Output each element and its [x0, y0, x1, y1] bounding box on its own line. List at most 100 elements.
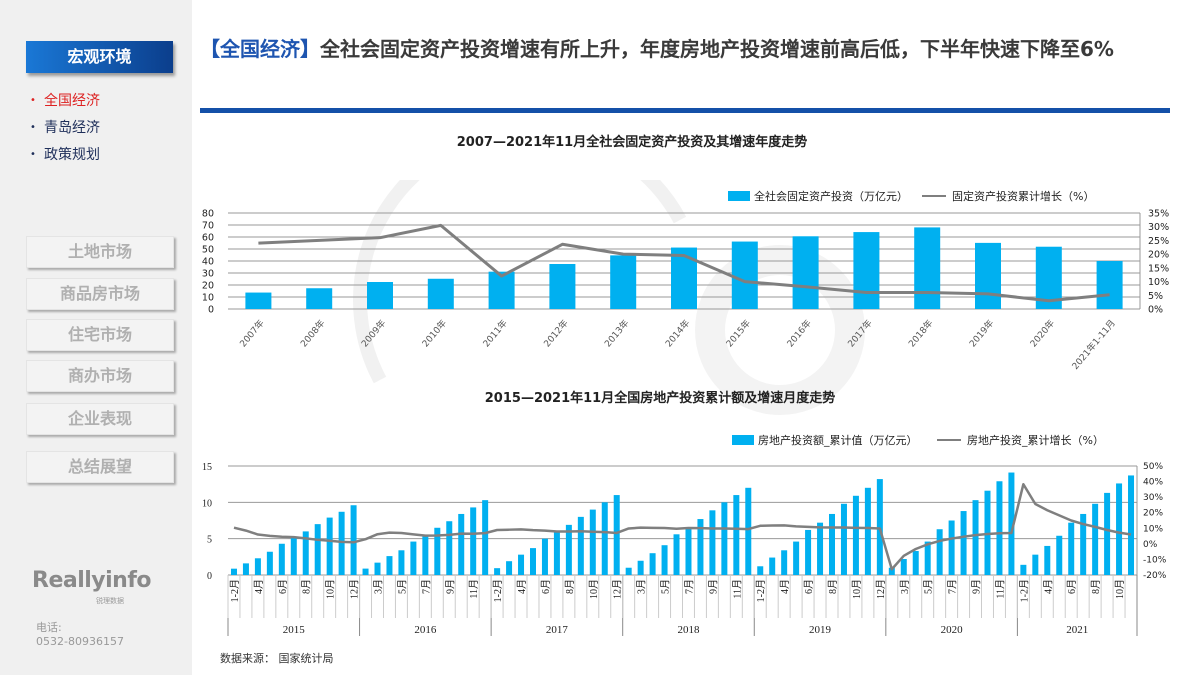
chart2-year-label: 2020: [941, 624, 964, 636]
chart2-month-label: 11月: [731, 579, 743, 599]
chart2-bar: [386, 556, 393, 575]
chart2-bar: [625, 567, 632, 575]
chart2-month-label: 10月: [588, 579, 600, 599]
chart2-bar: [254, 558, 261, 575]
chart1-y2tick: 10%: [1148, 277, 1169, 288]
chart2-bar: [864, 487, 871, 575]
sub-item-qingdao-economy[interactable]: 青岛经济: [30, 119, 100, 137]
chart1-xtick: 2014年: [663, 317, 693, 349]
chart2-month-label: 6月: [1066, 579, 1078, 594]
chart2-bar: [1044, 545, 1051, 575]
chart2-month-label: 12月: [612, 579, 624, 599]
chart2-bar: [314, 524, 321, 575]
legend-bar-swatch: [732, 435, 754, 445]
nav-commercial-office[interactable]: 商办市场: [26, 360, 174, 392]
chart1-bar: [549, 264, 576, 309]
chart2-bar: [948, 520, 955, 575]
chart1-ytick: 0: [208, 305, 214, 316]
chart2-month-label: 11月: [994, 579, 1006, 599]
chart2-bar: [793, 541, 800, 575]
chart2-bar: [817, 522, 824, 575]
chart2-y2tick: 30%: [1143, 493, 1163, 503]
chart1-title: 2007—2021年11月全社会固定资产投资及其增速年度走势: [457, 134, 807, 150]
nav-section-macro[interactable]: 宏观环境: [26, 41, 173, 73]
chart2-month-label: 4月: [1042, 579, 1054, 594]
chart2-month-label: 8月: [564, 579, 576, 594]
chart2-ytick: 0: [207, 571, 212, 582]
nav-enterprise[interactable]: 企业表现: [26, 403, 174, 435]
chart1-xtick: 2021年1-11月: [1069, 317, 1118, 372]
chart2-month-label: 12月: [349, 579, 361, 599]
chart1-ytick: 80: [202, 209, 214, 220]
chart2-ytick: 10: [202, 498, 212, 509]
chart1-y2tick: 0%: [1148, 305, 1163, 316]
chart2-bar: [924, 541, 931, 575]
chart2-month-label: 3月: [899, 579, 911, 594]
chart2-year-label: 2017: [546, 624, 569, 636]
chart2-growth-line: [233, 482, 1132, 571]
chart2-bar: [326, 517, 333, 575]
chart1-xtick: 2009年: [359, 317, 389, 349]
nav-residential[interactable]: 住宅市场: [26, 319, 174, 351]
sub-item-policy[interactable]: 政策规划: [30, 146, 100, 164]
nav-commodity-housing[interactable]: 商品房市场: [26, 278, 174, 310]
chart2-bar: [960, 511, 967, 575]
chart2-bar: [565, 524, 572, 575]
chart2-bar: [661, 545, 668, 575]
nav-land-market[interactable]: 土地市场: [26, 236, 174, 268]
chart1-bar: [367, 282, 393, 309]
chart1-bar: [488, 271, 515, 309]
phone-label: 电话:: [36, 621, 62, 634]
sub-item-national-economy[interactable]: 全国经济: [30, 92, 100, 110]
chart2-month-label: 5月: [923, 579, 935, 594]
chart2-bar: [374, 562, 381, 575]
watermark-graphic: [353, 180, 865, 415]
chart2-bar: [1032, 554, 1039, 575]
chart1-ytick: 50: [202, 245, 214, 256]
chart2-month-label: 10月: [325, 579, 337, 599]
chart2-month-label: 1-2月: [492, 579, 504, 602]
chart2-month-label: 4月: [253, 579, 265, 594]
chart2-bar: [1092, 503, 1099, 575]
chart2-bar: [422, 536, 429, 575]
chart2-bar: [745, 487, 752, 575]
chart2-bar: [541, 538, 548, 575]
sidebar: 宏观环境 全国经济 青岛经济 政策规划 土地市场 商品房市场 住宅市场 商办市场…: [0, 0, 192, 675]
chart2-month-label: 10月: [851, 579, 863, 599]
chart1-bar: [792, 236, 819, 309]
chart1-xtick: 2010年: [419, 317, 449, 349]
chart1-xtick: 2016年: [784, 317, 814, 349]
chart1-bar: [975, 242, 1001, 309]
chart1-bar: [731, 241, 758, 309]
chart1-ytick: 40: [202, 257, 214, 268]
chart1-xtick: 2007年: [237, 317, 267, 349]
chart2-month-label: 12月: [875, 579, 887, 599]
chart2-bar: [1020, 564, 1027, 575]
chart2-month-label: 4月: [779, 579, 791, 594]
nav-summary[interactable]: 总结展望: [26, 451, 174, 483]
chart2-month-label: 8月: [1090, 579, 1102, 594]
watermark-arc: [353, 180, 687, 384]
chart2-bar: [482, 500, 489, 575]
chart2-bar: [757, 566, 764, 575]
chart1-bar: [610, 255, 637, 309]
logo-subtitle: 锐理数据: [96, 597, 124, 605]
chart2-bar: [972, 500, 979, 575]
chart2-ytick: 5: [207, 535, 212, 546]
title-text: 全社会固定资产投资增速有所上升，年度房地产投资增速前高后低，下半年快速下降至6%: [320, 37, 1114, 61]
chart2-month-label: 6月: [540, 579, 552, 594]
legend-bar-swatch: [728, 191, 750, 201]
chart2-bar: [518, 554, 525, 575]
chart2-bar: [266, 551, 273, 575]
chart1-ytick: 60: [202, 233, 214, 244]
data-source: 数据来源： 国家统计局: [220, 652, 334, 665]
chart2-y2tick: 0%: [1143, 540, 1158, 550]
chart2-bar: [996, 481, 1003, 575]
chart2-bar: [829, 513, 836, 575]
chart1-y2tick: 35%: [1148, 209, 1169, 220]
chart2-bar: [362, 568, 369, 575]
legend-bar-label: 全社会固定资产投资（万亿元）: [754, 189, 908, 203]
chart2-bar: [840, 503, 847, 575]
chart2-bar: [589, 509, 596, 575]
chart2-bar: [888, 567, 895, 575]
